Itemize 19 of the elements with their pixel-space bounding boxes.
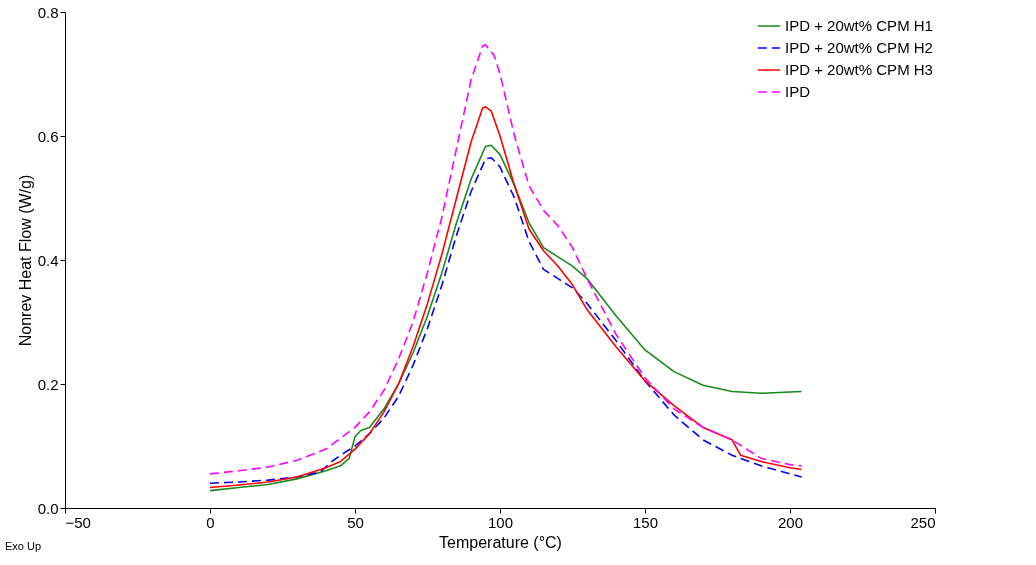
x-tick-label: −50 xyxy=(65,513,91,531)
text: Exo Up xyxy=(5,540,42,552)
y-tick-label: 0.6 xyxy=(37,127,59,145)
x-axis-title: Temperature (°C) xyxy=(439,533,562,551)
y-tick-label: 0.2 xyxy=(37,375,59,393)
y-tick-label: 0.0 xyxy=(37,499,59,517)
legend-label: IPD + 20wt% CPM H3 xyxy=(785,61,933,78)
x-tick-label: 150 xyxy=(632,513,659,531)
x-tick-label: 0 xyxy=(206,513,215,531)
x-tick-label: 200 xyxy=(777,513,804,531)
x-tick-label: 50 xyxy=(347,513,364,531)
legend-label: IPD + 20wt% CPM H2 xyxy=(785,39,933,56)
legend-label: IPD xyxy=(785,83,811,100)
x-tick-label: 100 xyxy=(487,513,514,531)
y-tick-label: 0.4 xyxy=(37,251,59,269)
y-axis-title: Nonrev Heat Flow (W/g) xyxy=(16,174,34,347)
y-tick-label: 0.8 xyxy=(37,3,59,21)
legend-label: IPD + 20wt% CPM H1 xyxy=(785,17,933,34)
x-tick-label: 250 xyxy=(910,513,936,531)
